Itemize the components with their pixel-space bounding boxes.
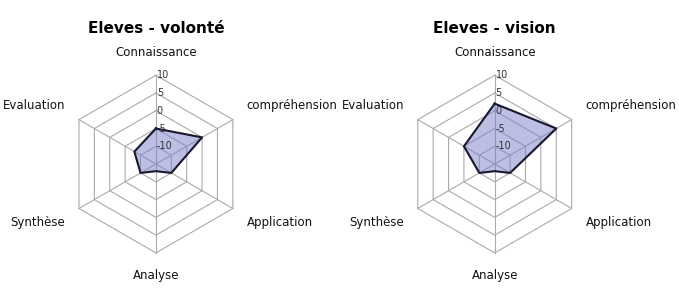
Text: Application: Application <box>585 217 652 229</box>
Text: Analyse: Analyse <box>132 269 179 282</box>
Text: -5: -5 <box>496 124 505 134</box>
Text: 0: 0 <box>157 106 163 116</box>
Text: -10: -10 <box>496 141 511 151</box>
Title: Eleves - volonté: Eleves - volonté <box>88 21 224 36</box>
Text: Analyse: Analyse <box>471 269 518 282</box>
Text: Application: Application <box>246 217 313 229</box>
Text: 10: 10 <box>496 70 508 80</box>
Text: 0: 0 <box>496 106 502 116</box>
Text: Connaissance: Connaissance <box>115 46 197 59</box>
Text: Connaissance: Connaissance <box>454 46 536 59</box>
Text: Synthèse: Synthèse <box>10 217 65 229</box>
Text: compréhension: compréhension <box>246 99 337 112</box>
Polygon shape <box>464 104 556 173</box>
Polygon shape <box>134 128 202 173</box>
Text: -5: -5 <box>157 124 166 134</box>
Text: 5: 5 <box>157 88 163 98</box>
Text: Synthèse: Synthèse <box>349 217 404 229</box>
Text: compréhension: compréhension <box>585 99 676 112</box>
Text: Evaluation: Evaluation <box>342 99 404 112</box>
Title: Eleves - vision: Eleves - vision <box>433 21 556 36</box>
Text: 5: 5 <box>496 88 502 98</box>
Text: Evaluation: Evaluation <box>3 99 65 112</box>
Text: -10: -10 <box>157 141 172 151</box>
Text: 10: 10 <box>157 70 169 80</box>
